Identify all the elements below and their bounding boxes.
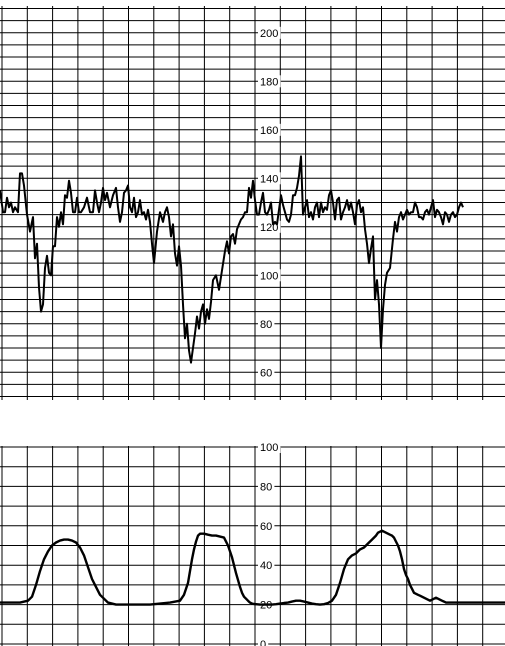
fhr-data-point bbox=[474, 0, 475, 1]
fhr-tick-label: 100 bbox=[260, 270, 278, 282]
uc-tick-label: 80 bbox=[260, 481, 272, 493]
fhr-tick-label: 80 bbox=[260, 319, 272, 331]
fhr-data-point bbox=[478, 0, 479, 1]
fhr-tick-label-bg bbox=[258, 172, 281, 185]
fhr-points bbox=[0, 0, 504, 363]
fhr-series-line bbox=[0, 155, 464, 364]
fhr-data-point bbox=[488, 0, 489, 1]
fhr-data-point bbox=[480, 0, 481, 1]
fhr-data-point bbox=[464, 0, 465, 1]
fhr-tick-label-bg bbox=[258, 75, 281, 88]
uc-tick-label: 0 bbox=[260, 639, 266, 646]
fhr-data-point bbox=[494, 0, 495, 1]
uc-tick-label: 60 bbox=[260, 521, 272, 533]
fhr-data-point bbox=[482, 0, 483, 1]
fhr-tick-label-bg bbox=[258, 123, 281, 136]
uc-tick-label-bg bbox=[258, 519, 275, 532]
fhr-data-point bbox=[490, 0, 491, 1]
uc-tick-label-bg bbox=[258, 441, 281, 453]
uc-tick-label-bg bbox=[258, 559, 275, 572]
uc-series-line bbox=[0, 529, 505, 606]
uc-tick-label-bg bbox=[258, 480, 275, 493]
fhr-tick-label-bg bbox=[258, 26, 281, 39]
fhr-tick-label: 160 bbox=[260, 125, 278, 137]
uc-tick-label-bg bbox=[258, 638, 269, 646]
fhr-tick-label-bg bbox=[258, 269, 281, 282]
fhr-data-point bbox=[486, 0, 487, 1]
uc-grid bbox=[0, 446, 505, 646]
uc-tick-label: 100 bbox=[260, 442, 278, 454]
fhr-data-point bbox=[502, 0, 503, 1]
fhr-tick-label: 140 bbox=[260, 173, 278, 185]
fhr-data-point bbox=[466, 0, 467, 1]
fhr-data-point bbox=[476, 0, 477, 1]
fhr-tick-label-bg bbox=[258, 366, 275, 379]
fhr-tick-label: 200 bbox=[260, 28, 278, 40]
fhr-data-point bbox=[472, 0, 473, 1]
fhr-tick-label-bg bbox=[258, 317, 275, 330]
fhr-tick-label: 60 bbox=[260, 367, 272, 379]
fhr-data-point bbox=[470, 0, 471, 1]
fhr-data-point bbox=[496, 0, 497, 1]
fhr-tick-label: 180 bbox=[260, 76, 278, 88]
fhr-data-point bbox=[492, 0, 493, 1]
fhr-data-point bbox=[498, 0, 499, 1]
fhr-tick-label-bg bbox=[258, 220, 281, 233]
fhr-data-point bbox=[484, 0, 485, 1]
uc-tick-label: 40 bbox=[260, 560, 272, 572]
fhr-data-point bbox=[500, 0, 501, 1]
fhr-data-point bbox=[468, 0, 469, 1]
